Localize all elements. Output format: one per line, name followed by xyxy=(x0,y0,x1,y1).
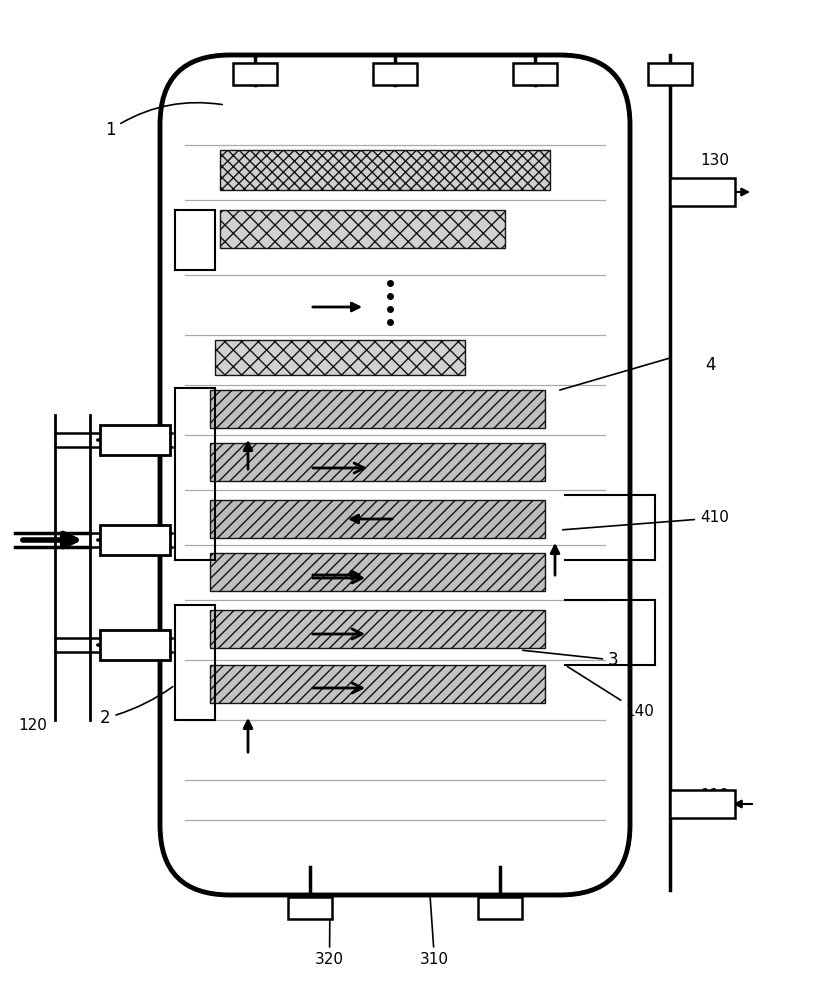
Text: 320: 320 xyxy=(315,898,344,968)
Text: 120: 120 xyxy=(18,718,47,733)
Bar xyxy=(373,63,417,85)
FancyBboxPatch shape xyxy=(160,55,630,895)
Text: 140: 140 xyxy=(567,666,654,720)
Bar xyxy=(210,553,545,591)
Bar xyxy=(210,610,545,648)
Bar xyxy=(220,150,550,190)
Text: 310: 310 xyxy=(420,898,449,968)
Text: 1: 1 xyxy=(105,103,223,139)
Bar xyxy=(288,897,332,919)
Bar xyxy=(100,425,170,455)
Text: 2: 2 xyxy=(100,687,173,727)
Bar xyxy=(233,63,277,85)
Bar xyxy=(670,790,735,818)
Bar xyxy=(215,340,465,375)
Bar xyxy=(670,178,735,206)
Text: 110: 110 xyxy=(700,788,729,803)
Bar xyxy=(648,63,692,85)
Bar xyxy=(220,210,505,248)
Text: 4: 4 xyxy=(705,356,716,374)
Bar xyxy=(100,525,170,555)
Text: 130: 130 xyxy=(700,153,729,168)
Bar xyxy=(210,665,545,703)
Bar xyxy=(478,897,522,919)
Bar xyxy=(210,390,545,428)
Bar xyxy=(210,500,545,538)
Bar xyxy=(210,443,545,481)
Bar xyxy=(100,630,170,660)
Text: 3: 3 xyxy=(522,650,618,669)
Bar xyxy=(513,63,557,85)
Text: 410: 410 xyxy=(563,510,729,530)
